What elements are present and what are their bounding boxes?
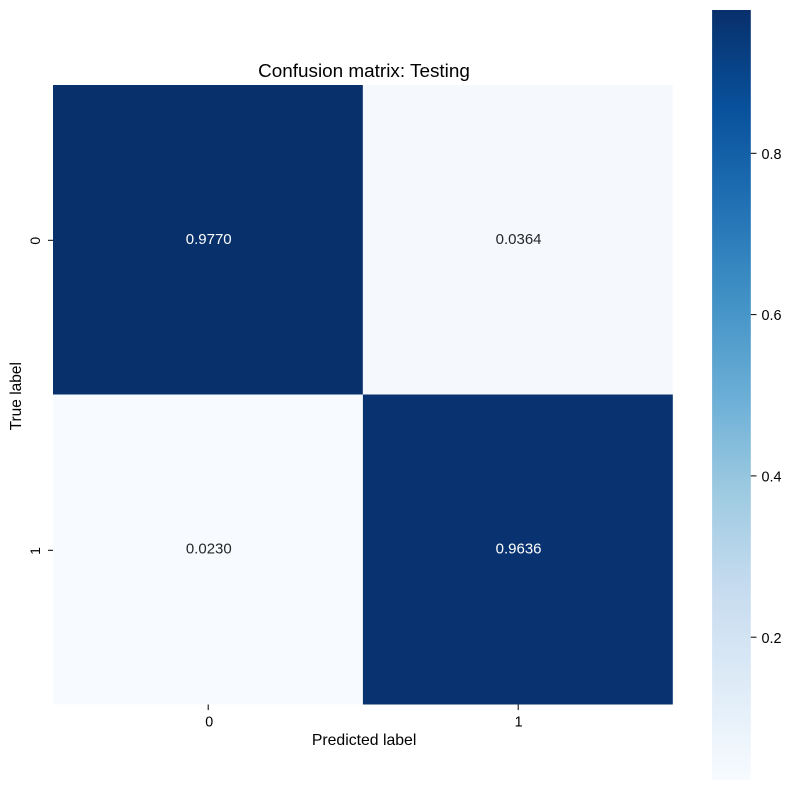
svg-text:1: 1 bbox=[27, 547, 43, 555]
svg-text:0.0230: 0.0230 bbox=[186, 541, 232, 558]
svg-text:1: 1 bbox=[515, 715, 523, 731]
svg-text:Confusion matrix: Testing: Confusion matrix: Testing bbox=[258, 61, 470, 82]
svg-text:Predicted label: Predicted label bbox=[312, 732, 417, 749]
svg-text:0.8: 0.8 bbox=[762, 147, 782, 163]
svg-text:0: 0 bbox=[27, 237, 43, 245]
svg-text:0.0364: 0.0364 bbox=[496, 231, 542, 248]
svg-text:0.4: 0.4 bbox=[762, 470, 782, 486]
svg-text:0.9770: 0.9770 bbox=[186, 231, 232, 248]
svg-text:0: 0 bbox=[205, 715, 213, 731]
svg-text:0.9636: 0.9636 bbox=[496, 541, 542, 558]
svg-text:0.2: 0.2 bbox=[762, 631, 782, 647]
svg-text:True label: True label bbox=[8, 362, 25, 430]
svg-text:0.6: 0.6 bbox=[762, 308, 782, 324]
